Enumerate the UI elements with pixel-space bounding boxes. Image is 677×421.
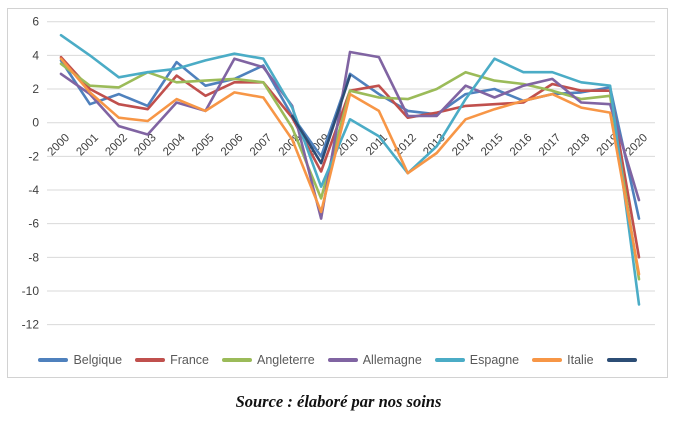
- legend-label-espagne: Espagne: [469, 353, 520, 367]
- x-tick-label-2017: 2017: [537, 132, 564, 159]
- legend-item-espagne: Espagne: [434, 353, 520, 367]
- y-tick-label--8: -8: [28, 250, 39, 264]
- x-tick-label-2004: 2004: [161, 131, 188, 158]
- legend-marker-allemagne: [327, 358, 358, 362]
- y-tick-label--6: -6: [28, 217, 39, 231]
- y-tick-label-2: 2: [32, 82, 39, 96]
- x-tick-label-2005: 2005: [190, 132, 217, 159]
- legend-marker-france: [135, 358, 166, 362]
- legend-marker-belgique: [38, 358, 69, 362]
- series-line-france: [59, 55, 641, 259]
- legend-item-allemagne: Allemagne: [327, 353, 422, 367]
- x-tick-label-2003: 2003: [132, 132, 159, 159]
- legend-label-angleterre: Angleterre: [257, 353, 315, 367]
- legend-label-belgique: Belgique: [73, 353, 123, 367]
- y-tick-label-0: 0: [32, 116, 39, 130]
- legend-marker-italie: [532, 358, 563, 362]
- x-tick-label-2018: 2018: [566, 132, 593, 159]
- legend-item-unnamed: [606, 358, 637, 362]
- y-tick-label--12: -12: [22, 318, 40, 332]
- y-tick-label-4: 4: [32, 48, 39, 62]
- series-line-italie: [59, 57, 641, 276]
- legend-label-france: France: [170, 353, 210, 367]
- series-line-allemagne: [59, 50, 641, 220]
- x-tick-label-2020: 2020: [624, 132, 651, 159]
- y-tick-label--2: -2: [28, 149, 39, 163]
- gdp-growth-chart-frame: 6 4 2 0 -2 -4 -6 -8 -10 -12 2000 2001 2002 2003 2004 20…: [7, 8, 668, 378]
- legend-item-france: France: [135, 353, 209, 367]
- legend-marker-unnamed: [606, 358, 637, 362]
- legend-label-italie: Italie: [567, 353, 594, 367]
- y-tick-label--10: -10: [22, 284, 40, 298]
- series-line-unnamed: [290, 74, 352, 165]
- series-line-espagne: [59, 33, 641, 306]
- x-tick-label-2014: 2014: [450, 131, 477, 158]
- legend-item-angleterre: Angleterre: [222, 353, 315, 367]
- x-tick-label-2000: 2000: [46, 132, 73, 159]
- x-tick-label-2006: 2006: [219, 132, 246, 159]
- series-line-angleterre: [59, 62, 641, 281]
- x-tick-label-2016: 2016: [508, 132, 535, 159]
- source-note: Source : élaboré par nos soins: [235, 392, 442, 411]
- legend-item-belgique: Belgique: [38, 353, 122, 367]
- legend-label-allemagne: Allemagne: [362, 353, 422, 367]
- x-tick-label-2002: 2002: [103, 132, 130, 159]
- legend-marker-angleterre: [222, 358, 253, 362]
- x-tick-label-2007: 2007: [248, 132, 275, 159]
- chart-legend: Belgique France Angleterre Allemagne Espagne…: [38, 349, 637, 371]
- x-tick-label-2015: 2015: [479, 132, 506, 159]
- y-tick-label--4: -4: [28, 183, 39, 197]
- legend-marker-espagne: [434, 358, 465, 362]
- x-tick-label-2012: 2012: [392, 132, 419, 159]
- x-tick-label-2001: 2001: [74, 132, 101, 159]
- legend-item-italie: Italie: [532, 353, 594, 367]
- y-tick-label-6: 6: [32, 15, 39, 29]
